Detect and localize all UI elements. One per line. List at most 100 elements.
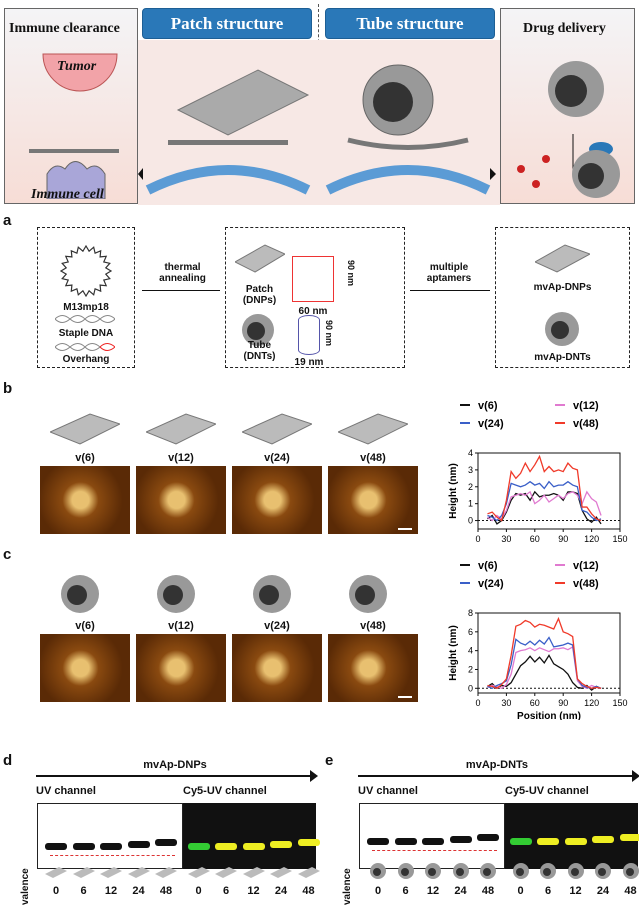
afm-image (232, 466, 322, 534)
uv-channel-label: UV channel (36, 785, 96, 797)
lane-valence-label: 0 (517, 885, 524, 897)
gel-band (100, 843, 122, 850)
x-tick-label: 150 (612, 534, 627, 544)
patch-dimension-rect (292, 256, 334, 302)
staple-dna-label: Staple DNA (58, 328, 114, 339)
lane-valence-label: 6 (222, 885, 230, 897)
series-line-v(24) (487, 480, 602, 522)
drug-delivery-panel: Drug delivery (500, 8, 635, 204)
tube-lane-icon (512, 863, 529, 879)
panel-c-label: c (3, 546, 12, 563)
valence-label: v(12) (168, 452, 194, 464)
gel-title: mvAp-DNPs (143, 759, 207, 771)
dnp-height-chart: v(6)v(12)v(24)v(48)012340306090120150Pos… (448, 400, 628, 544)
gel-band (509, 838, 532, 845)
lane-valence-label: 48 (481, 885, 495, 897)
immune-cell-label: Immune cell (31, 187, 104, 202)
legend-label: v(24) (478, 418, 504, 430)
mvap-dnt-illustration (545, 312, 579, 346)
legend-label: v(12) (573, 400, 599, 412)
patch-lane-icon (242, 867, 265, 878)
gel-band (394, 838, 417, 845)
series-line-v(12) (487, 645, 602, 690)
lane-valence-label: 12 (247, 885, 260, 897)
series-line-v(48) (487, 454, 602, 522)
lane-valence-label: 24 (274, 885, 288, 897)
gel-band (155, 839, 177, 846)
tube-label-visible: Tube (DNTs) (243, 340, 276, 362)
valence-label: v(6) (75, 452, 95, 464)
valence-label: v(12) (168, 620, 194, 632)
drug-delivery-title: Drug delivery (523, 21, 606, 36)
cy5-gel (505, 803, 638, 869)
reference-dashed-line (372, 850, 497, 851)
y-tick-label: 4 (468, 646, 473, 656)
patch-lane-icon (215, 867, 237, 878)
x-tick-label: 60 (530, 534, 540, 544)
x-axis-label: Position (nm) (517, 711, 581, 720)
afm-image (232, 634, 322, 702)
lane-valence-label: 0 (195, 885, 202, 897)
mvap-dnp-illustration (535, 244, 590, 273)
gel-band (297, 839, 320, 846)
legend-label: v(6) (478, 400, 498, 412)
structures-box (225, 227, 405, 368)
gel-arrow-head (632, 770, 639, 782)
multiple-aptamers-label: multiple aptamers (426, 262, 472, 284)
series-line-v(48) (487, 616, 602, 690)
cy5-channel-label: Cy5-UV channel (505, 785, 589, 797)
uv-channel-label: UV channel (358, 785, 418, 797)
immune-clearance-illustration (29, 53, 119, 199)
x-tick-label: 90 (558, 698, 568, 708)
gel-band (449, 836, 472, 843)
tube-model-0 (61, 575, 99, 613)
patch-width-label: 60 nm (298, 306, 328, 317)
mvap-dnps-label: mvAp-DNPs (533, 282, 592, 293)
panel-b-label: b (3, 380, 13, 397)
tube-lane-icon (567, 863, 584, 879)
patch-model-3 (338, 413, 408, 445)
y-tick-label: 0 (468, 516, 473, 526)
legend-label: v(12) (573, 560, 599, 572)
x-tick-label: 0 (475, 698, 480, 708)
lane-valence-label: 24 (132, 885, 145, 897)
gel-band (45, 843, 67, 850)
gel-arrow (358, 775, 634, 777)
tube-lane-icon (540, 863, 556, 879)
immune-clearance-title: Immune clearance (9, 21, 120, 36)
series-line-v(6) (487, 654, 602, 692)
patch-label: Patch (DNPs) (242, 284, 277, 306)
patch-lane-icon (297, 867, 320, 878)
afm-image (40, 634, 130, 702)
lane-valence-label: 48 (624, 885, 637, 897)
overhang-icon (55, 343, 115, 351)
tube-model-1 (157, 575, 195, 613)
cy5-channel-label: Cy5-UV channel (183, 785, 267, 797)
arrow-annealing (142, 290, 220, 291)
lane-valence-label: 24 (454, 885, 467, 897)
tube-lane-icon (397, 863, 414, 879)
patch-dnp-illustration (235, 244, 285, 273)
thermal-annealing-label: thermal annealing (159, 262, 206, 284)
scale-bar (398, 696, 412, 698)
legend-label: v(48) (573, 578, 599, 590)
immune-clearance-panel: Immune clearance Tumor Immune cell (4, 8, 138, 204)
tube-height-label: 90 nm (324, 319, 335, 347)
gel-band (242, 843, 265, 850)
valence-axis-label: valence (342, 868, 353, 905)
reference-dashed-line (50, 855, 175, 856)
x-tick-label: 120 (584, 534, 599, 544)
gel-band (187, 843, 210, 850)
lane-valence-label: 48 (302, 885, 315, 897)
y-axis-label: Height (nm) (448, 625, 459, 681)
patch-lane-icon (187, 867, 210, 878)
tube-model-2 (253, 575, 291, 613)
plot-frame (477, 452, 621, 530)
patch-model-1 (146, 413, 216, 445)
gel-title: mvAp-DNTs (465, 759, 529, 771)
tube-lane-icon (480, 863, 496, 879)
tube-model-3 (349, 575, 387, 613)
gel-arrow-head (310, 770, 318, 782)
lane-valence-label: 48 (159, 885, 173, 897)
lane-valence-label: 12 (104, 885, 118, 897)
